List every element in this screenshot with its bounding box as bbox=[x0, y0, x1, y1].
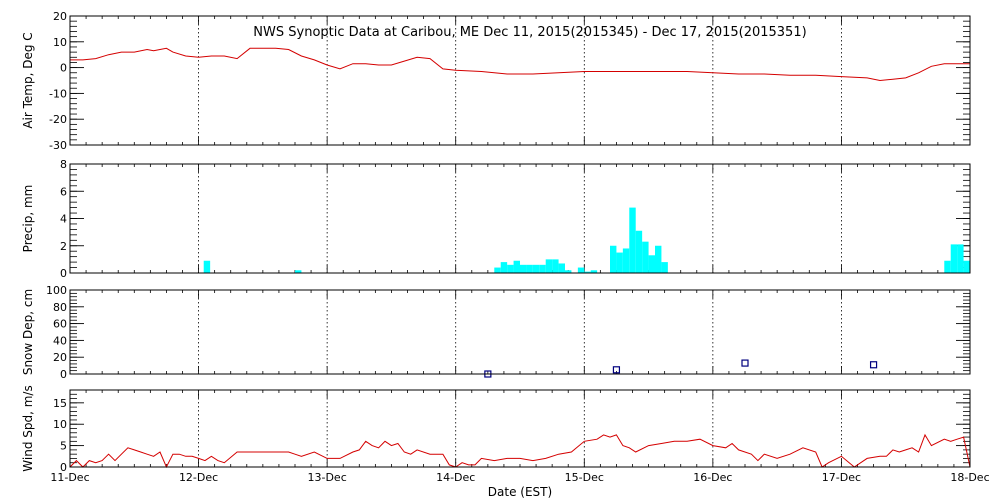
snow-depth-point bbox=[741, 359, 749, 367]
y-tick-label: 0 bbox=[60, 267, 67, 280]
y-tick-label: 4 bbox=[60, 213, 67, 226]
x-tick-label: 11-Dec bbox=[50, 471, 89, 484]
y-axis-label: Air Temp, Deg C bbox=[21, 32, 35, 128]
snow-depth-point bbox=[869, 361, 878, 369]
y-tick-label: 20 bbox=[53, 351, 67, 364]
wind-speed-line bbox=[69, 433, 971, 469]
panel-frame bbox=[69, 163, 971, 274]
precip-bar bbox=[610, 245, 617, 273]
x-tick-label: 18-Dec bbox=[950, 471, 989, 484]
precip-bar bbox=[565, 270, 572, 273]
panel-2: 0 20 40 60 80 100 Snow Dep, cm bbox=[21, 284, 971, 381]
y-tick-label: 2 bbox=[60, 240, 67, 253]
y-tick-label: 10 bbox=[53, 418, 67, 431]
y-tick-label: 8 bbox=[60, 158, 67, 171]
y-tick-label: 40 bbox=[53, 334, 67, 347]
y-tick-label: -20 bbox=[49, 113, 67, 126]
chart-title: NWS Synoptic Data at Caribou, ME Dec 11,… bbox=[253, 25, 806, 40]
panel-0: -30 -20 -10 0 10 20 Air Temp, Deg C bbox=[21, 10, 971, 152]
y-tick-label: 100 bbox=[46, 284, 67, 297]
precip-bar bbox=[590, 270, 598, 273]
precip-bar bbox=[655, 245, 662, 273]
x-tick-label: 15-Dec bbox=[565, 471, 604, 484]
y-tick-label: 6 bbox=[60, 185, 67, 198]
panel-frame bbox=[69, 289, 971, 375]
precip-bar bbox=[963, 260, 970, 273]
x-tick-label: 12-Dec bbox=[179, 471, 218, 484]
panel-frame bbox=[69, 389, 971, 468]
precip-bar bbox=[203, 260, 211, 273]
y-axis-label: Wind Spd, m/s bbox=[21, 385, 35, 471]
precip-bar bbox=[545, 259, 553, 273]
x-tick-label: 16-Dec bbox=[693, 471, 732, 484]
y-axis-label: Precip, mm bbox=[21, 185, 35, 253]
y-tick-label: 5 bbox=[60, 440, 67, 453]
y-tick-label: 10 bbox=[53, 36, 67, 49]
precip-bar bbox=[526, 264, 533, 273]
y-tick-label: 0 bbox=[60, 461, 67, 474]
x-tick-label: 17-Dec bbox=[822, 471, 861, 484]
precip-bar bbox=[513, 260, 520, 273]
precip-bar bbox=[494, 267, 501, 273]
precip-bar bbox=[616, 252, 623, 273]
precip-bar bbox=[539, 264, 546, 273]
precip-bar bbox=[648, 255, 655, 273]
y-tick-label: 0 bbox=[60, 62, 67, 75]
panel-frame bbox=[69, 15, 971, 146]
precip-bar bbox=[520, 264, 527, 273]
y-tick-label: 15 bbox=[53, 397, 67, 410]
precip-bar bbox=[629, 207, 636, 273]
y-tick-label: -10 bbox=[49, 87, 67, 100]
precip-bar bbox=[500, 262, 508, 273]
y-tick-label: 20 bbox=[53, 10, 67, 23]
precip-bar bbox=[957, 244, 964, 273]
temperature-line bbox=[70, 47, 970, 82]
precip-bar bbox=[577, 267, 585, 273]
precip-bar bbox=[622, 248, 630, 273]
snow-depth-point bbox=[612, 366, 621, 374]
precip-bar bbox=[507, 264, 514, 273]
precip-bar bbox=[635, 230, 643, 273]
precip-bar bbox=[950, 244, 958, 273]
precip-bar bbox=[295, 270, 302, 273]
precip-bar bbox=[532, 264, 540, 273]
x-tick-label: 14-Dec bbox=[436, 471, 475, 484]
precip-bar bbox=[944, 260, 951, 273]
y-axis-label: Snow Dep, cm bbox=[21, 289, 35, 375]
x-tick-label: 13-Dec bbox=[308, 471, 347, 484]
x-axis-label: Date (EST) bbox=[488, 485, 552, 499]
y-tick-label: 80 bbox=[53, 301, 67, 314]
y-tick-label: 0 bbox=[60, 368, 67, 381]
precip-bar bbox=[661, 262, 668, 273]
panels: -30 -20 -10 0 10 20 Air Temp, Deg C 0 2 4 6 8 Precip… bbox=[21, 10, 990, 484]
y-tick-label: 60 bbox=[53, 318, 67, 331]
precip-bar bbox=[558, 263, 565, 273]
y-tick-label: -30 bbox=[49, 139, 67, 152]
panel-1: 0 2 4 6 8 Precip, mm bbox=[21, 158, 971, 280]
precip-bar bbox=[584, 271, 591, 273]
precip-bar bbox=[552, 259, 559, 273]
panel-3: 0 5 10 15 Wind Spd, m/s 11-Dec 12-Dec 13-Dec 14-… bbox=[21, 385, 990, 484]
precip-bar bbox=[642, 241, 649, 273]
